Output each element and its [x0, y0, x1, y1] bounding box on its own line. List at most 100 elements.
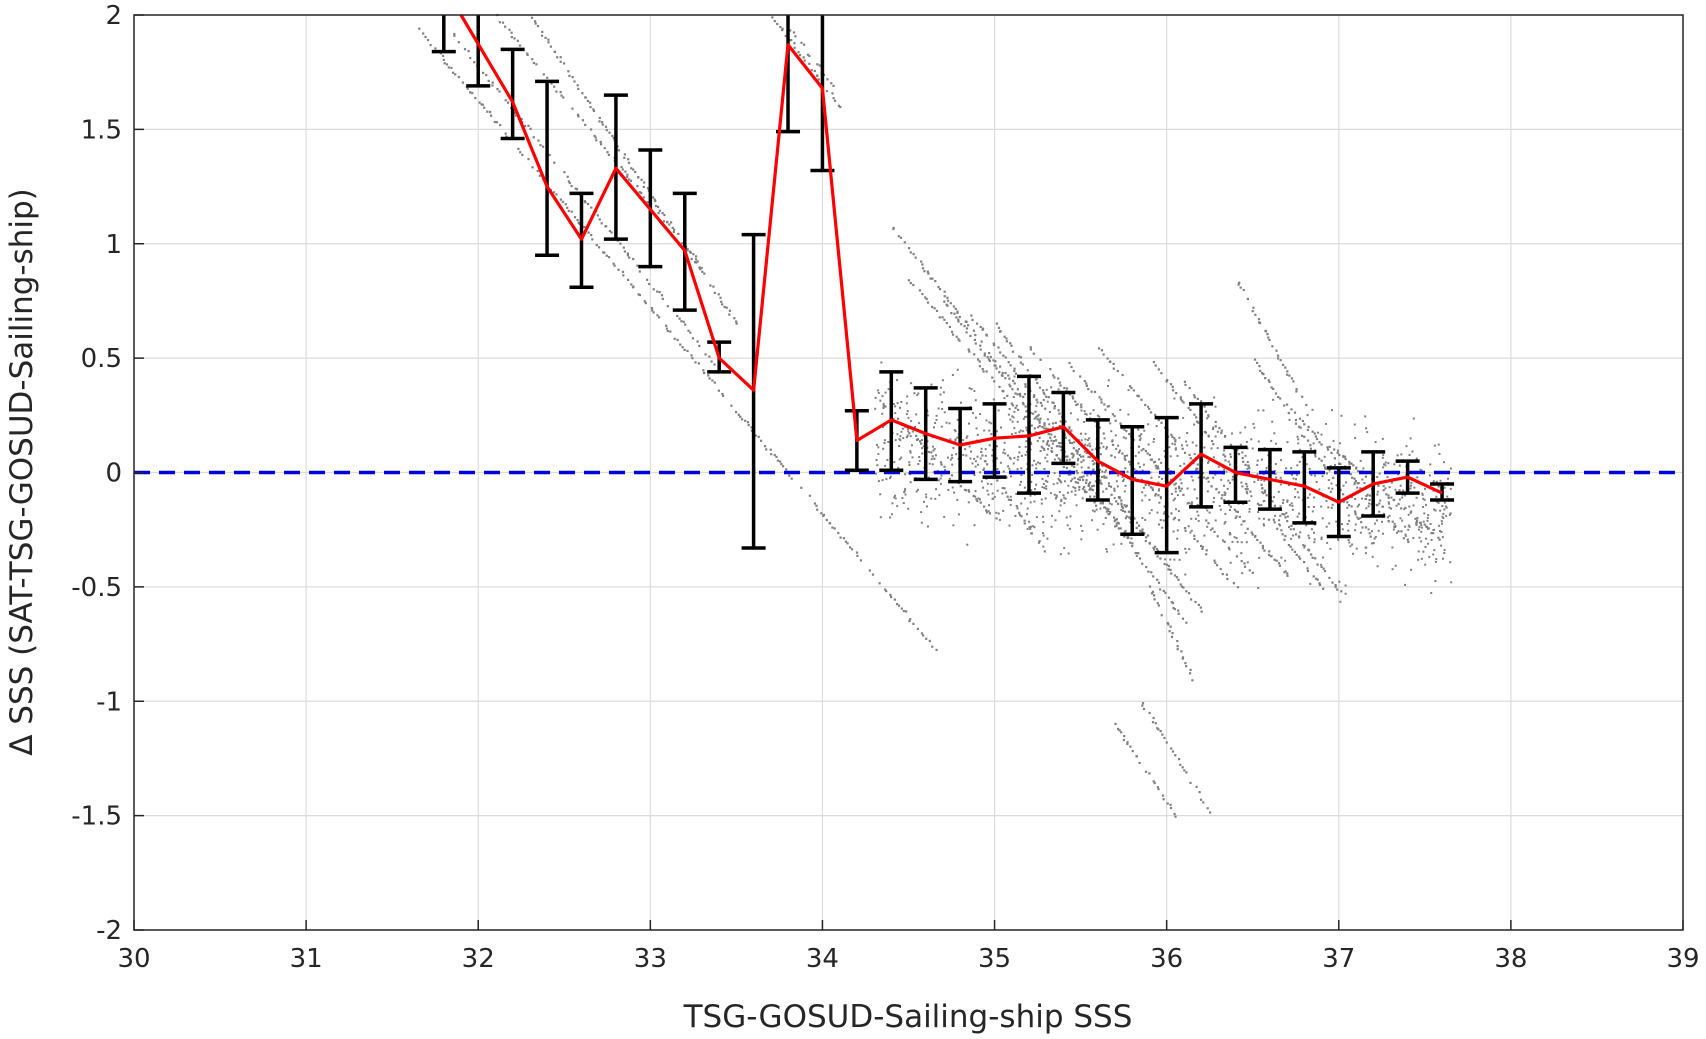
scatter-point: [1193, 453, 1196, 456]
scatter-point: [1082, 459, 1085, 462]
scatter-point: [1407, 528, 1410, 531]
scatter-point: [1347, 504, 1351, 507]
scatter-point: [1209, 528, 1212, 531]
scatter-point: [980, 450, 983, 454]
scatter-point: [1163, 736, 1166, 740]
scatter-point: [1210, 485, 1213, 488]
scatter-point: [960, 323, 963, 326]
scatter-point: [950, 454, 953, 457]
scatter-point: [1325, 472, 1328, 475]
scatter-point: [1145, 566, 1148, 569]
scatter-point: [1008, 383, 1011, 386]
scatter-point: [598, 218, 601, 221]
scatter-point: [892, 403, 895, 405]
scatter-point: [1161, 733, 1164, 736]
scatter-point: [957, 320, 960, 323]
scatter-point: [1340, 414, 1343, 417]
scatter-point: [930, 458, 933, 461]
scatter-point: [666, 220, 669, 223]
scatter-point: [1201, 547, 1204, 550]
scatter-point: [1241, 456, 1244, 460]
scatter-point: [1273, 558, 1276, 561]
scatter-point: [898, 445, 901, 447]
scatter-point: [1349, 545, 1352, 548]
scatter-point: [1068, 393, 1071, 396]
scatter-point: [954, 439, 957, 442]
scatter-point: [984, 448, 987, 451]
scatter-point: [1049, 436, 1052, 439]
scatter-point: [949, 302, 952, 305]
scatter-point: [1195, 416, 1198, 419]
scatter-point: [1058, 491, 1061, 494]
scatter-point: [941, 316, 944, 319]
scatter-point: [1106, 550, 1108, 553]
scatter-point: [735, 322, 738, 325]
scatter-point: [1120, 731, 1123, 734]
scatter-point: [897, 466, 900, 469]
scatter-point: [1118, 729, 1121, 732]
scatter-point: [1373, 537, 1376, 540]
scatter-point: [1033, 417, 1036, 420]
scatter-point: [1259, 369, 1262, 372]
scatter-point: [563, 62, 566, 65]
scatter-point: [657, 205, 660, 208]
x-tick-label: 30: [117, 944, 150, 974]
scatter-point: [1033, 459, 1036, 462]
scatter-point: [1103, 506, 1106, 509]
scatter-point: [808, 62, 811, 65]
scatter-point: [642, 196, 645, 199]
scatter-point: [903, 491, 906, 494]
scatter-point: [429, 44, 432, 47]
scatter-point: [686, 248, 689, 251]
scatter-point: [1127, 389, 1130, 392]
scatter-point: [882, 447, 885, 450]
scatter-point: [1246, 561, 1249, 564]
scatter-point: [521, 153, 524, 156]
scatter-point: [1290, 467, 1293, 470]
scatter-point: [918, 422, 921, 425]
scatter-point: [1443, 549, 1446, 552]
scatter-point: [1087, 485, 1090, 487]
scatter-point: [1215, 564, 1219, 567]
scatter-point: [810, 69, 813, 72]
scatter-point: [1443, 461, 1445, 464]
scatter-point: [1239, 431, 1242, 434]
scatter-point: [1238, 515, 1241, 518]
scatter-point: [1335, 520, 1338, 523]
scatter-point: [1223, 499, 1226, 502]
scatter-point: [1142, 486, 1145, 489]
scatter-point: [1306, 439, 1310, 442]
scatter-point: [482, 71, 485, 74]
scatter-point: [1169, 383, 1173, 386]
scatter-point: [1318, 582, 1321, 585]
scatter-point: [1110, 503, 1113, 506]
scatter-point: [1009, 342, 1012, 345]
scatter-point: [1014, 432, 1017, 435]
scatter-point: [948, 325, 951, 328]
scatter-point: [829, 522, 832, 525]
scatter-point: [1206, 490, 1209, 493]
scatter-point: [1256, 459, 1259, 462]
scatter-point: [1337, 537, 1339, 540]
scatter-point: [1157, 489, 1160, 492]
scatter-point: [676, 338, 679, 341]
scatter-point: [1425, 537, 1428, 540]
scatter-point: [1156, 555, 1159, 558]
scatter-point: [541, 30, 544, 33]
scatter-point: [884, 405, 887, 408]
scatter-point: [1114, 456, 1116, 459]
scatter-point: [979, 344, 982, 347]
scatter-point: [1334, 585, 1337, 589]
scatter-point: [711, 379, 714, 382]
scatter-point: [1284, 534, 1287, 538]
scatter-point: [1261, 544, 1264, 548]
scatter-point: [1298, 460, 1301, 463]
scatter-point: [1007, 454, 1009, 457]
scatter-point: [1085, 413, 1088, 416]
scatter-point: [943, 295, 946, 298]
scatter-point: [1141, 528, 1144, 531]
scatter-point: [1190, 501, 1193, 504]
scatter-point: [1032, 352, 1035, 355]
scatter-point: [1165, 380, 1168, 383]
scatter-point: [1090, 473, 1092, 476]
